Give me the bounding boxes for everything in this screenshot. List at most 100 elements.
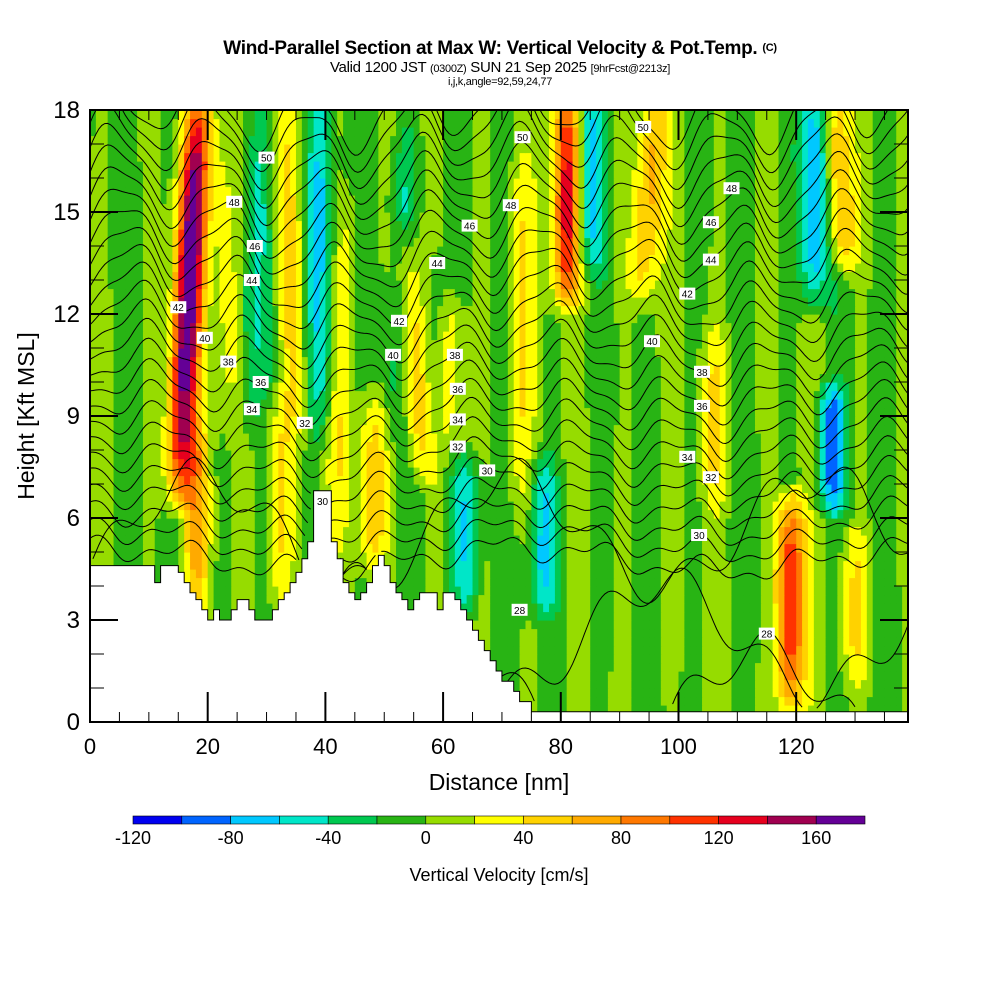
velocity-cell bbox=[707, 662, 715, 672]
velocity-cell bbox=[731, 518, 738, 528]
velocity-cell bbox=[666, 441, 674, 451]
velocity-cell bbox=[184, 509, 191, 519]
velocity-cell bbox=[225, 569, 232, 579]
velocity-cell bbox=[525, 569, 532, 579]
velocity-cell bbox=[631, 696, 638, 706]
velocity-cell bbox=[584, 450, 591, 460]
velocity-cell bbox=[749, 679, 756, 689]
velocity-cell bbox=[678, 586, 685, 596]
velocity-cell bbox=[137, 416, 144, 426]
velocity-cell bbox=[766, 484, 774, 494]
velocity-cell bbox=[902, 637, 908, 647]
velocity-cell bbox=[372, 543, 379, 553]
velocity-cell bbox=[343, 450, 350, 460]
velocity-cell bbox=[95, 441, 103, 451]
velocity-cell bbox=[331, 458, 338, 468]
velocity-cell bbox=[772, 705, 780, 715]
velocity-cell bbox=[790, 696, 797, 706]
velocity-cell bbox=[478, 509, 485, 519]
velocity-cell bbox=[860, 594, 868, 604]
velocity-cell bbox=[443, 467, 450, 477]
velocity-cell bbox=[731, 458, 738, 468]
velocity-cell bbox=[295, 509, 303, 519]
velocity-cell bbox=[878, 433, 886, 443]
velocity-cell bbox=[348, 450, 356, 460]
velocity-cell bbox=[472, 441, 479, 451]
velocity-cell bbox=[625, 475, 633, 485]
velocity-cell bbox=[549, 603, 556, 613]
velocity-cell bbox=[378, 501, 385, 511]
velocity-cell bbox=[137, 552, 144, 562]
velocity-cell bbox=[484, 611, 491, 621]
velocity-cell bbox=[142, 475, 150, 485]
velocity-cell bbox=[719, 484, 727, 494]
velocity-cell bbox=[843, 492, 850, 502]
velocity-cell bbox=[554, 637, 562, 647]
velocity-cell bbox=[554, 628, 562, 638]
velocity-cell bbox=[743, 628, 750, 638]
velocity-cell bbox=[637, 450, 644, 460]
velocity-cell bbox=[725, 535, 733, 545]
copyright-mark: (C) bbox=[762, 42, 777, 54]
velocity-cell bbox=[607, 501, 615, 511]
velocity-cell bbox=[813, 688, 821, 698]
velocity-cell bbox=[343, 492, 350, 502]
velocity-cell bbox=[596, 484, 603, 494]
velocity-cell bbox=[813, 433, 821, 443]
velocity-cell bbox=[807, 535, 815, 545]
velocity-cell bbox=[607, 518, 615, 528]
velocity-cell bbox=[507, 611, 515, 621]
velocity-cell bbox=[666, 467, 674, 477]
velocity-cell bbox=[543, 620, 550, 630]
velocity-cell bbox=[796, 543, 803, 553]
velocity-cell bbox=[866, 637, 874, 647]
velocity-cell bbox=[431, 484, 438, 494]
velocity-cell bbox=[702, 450, 709, 460]
velocity-cell bbox=[243, 560, 250, 570]
velocity-cell bbox=[566, 569, 574, 579]
velocity-cell bbox=[507, 671, 515, 681]
velocity-cell bbox=[713, 662, 721, 672]
velocity-cell bbox=[707, 450, 715, 460]
velocity-cell bbox=[831, 594, 838, 604]
velocity-cell bbox=[743, 671, 750, 681]
velocity-cell bbox=[831, 450, 838, 460]
velocity-cell bbox=[802, 705, 809, 715]
velocity-cell bbox=[749, 526, 756, 536]
velocity-cell bbox=[878, 577, 886, 587]
velocity-cell bbox=[749, 509, 756, 519]
velocity-cell bbox=[802, 441, 809, 451]
velocity-cell bbox=[490, 577, 497, 587]
velocity-cell bbox=[878, 552, 886, 562]
velocity-cell bbox=[601, 645, 609, 655]
velocity-cell bbox=[749, 424, 756, 434]
velocity-cell bbox=[613, 458, 621, 468]
velocity-cell bbox=[248, 560, 256, 570]
velocity-cell bbox=[813, 628, 821, 638]
velocity-cell bbox=[725, 671, 733, 681]
velocity-cell bbox=[890, 688, 897, 698]
velocity-cell bbox=[537, 569, 544, 579]
velocity-cell bbox=[178, 543, 185, 553]
velocity-cell bbox=[472, 569, 479, 579]
velocity-cell bbox=[731, 509, 738, 519]
velocity-cell bbox=[337, 433, 344, 443]
velocity-cell bbox=[525, 416, 532, 426]
velocity-cell bbox=[713, 543, 721, 553]
velocity-cell bbox=[278, 526, 285, 536]
velocity-cell bbox=[254, 475, 262, 485]
velocity-cell bbox=[325, 433, 332, 443]
velocity-cell bbox=[390, 501, 397, 511]
velocity-cell bbox=[560, 577, 568, 587]
velocity-cell bbox=[95, 416, 103, 426]
velocity-cell bbox=[237, 450, 244, 460]
velocity-cell bbox=[254, 569, 262, 579]
valid-utc: (0300Z) bbox=[430, 63, 467, 75]
velocity-cell bbox=[419, 492, 427, 502]
velocity-cell bbox=[896, 509, 903, 519]
velocity-cell bbox=[643, 535, 650, 545]
velocity-cell bbox=[437, 484, 444, 494]
velocity-cell bbox=[537, 560, 544, 570]
velocity-cell bbox=[702, 594, 709, 604]
velocity-cell bbox=[219, 450, 226, 460]
